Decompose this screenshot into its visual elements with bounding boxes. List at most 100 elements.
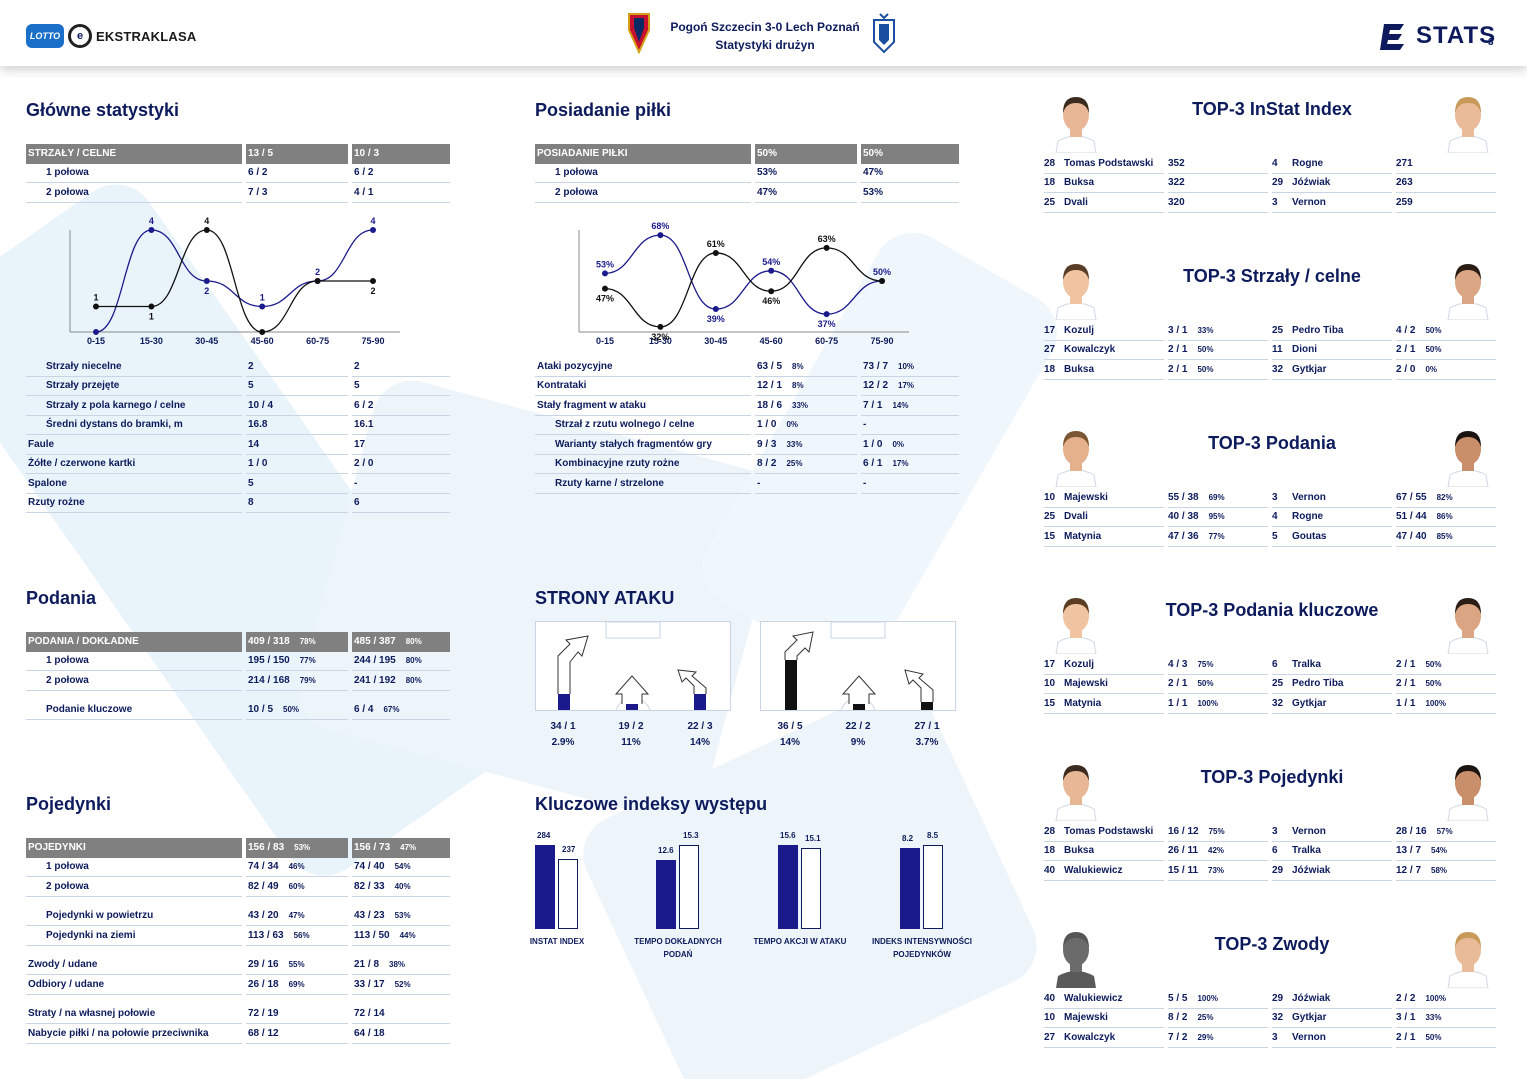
player-number: 32 <box>1272 697 1284 709</box>
player-pct: 69% <box>1208 492 1225 502</box>
player-value: 67 / 55 <box>1396 491 1427 503</box>
player-name: Gytkjar <box>1292 697 1327 709</box>
player-row: 25 Dvali 320 <box>1044 193 1272 213</box>
header-away: 485 / 387 80% <box>352 632 450 652</box>
row-home-value: 195 / 150 <box>248 655 290 667</box>
row-label: Strzał z rzutu wolnego / celne <box>535 416 751 435</box>
player-pct: 100% <box>1197 993 1218 1003</box>
row-home-value: 1 / 0 <box>757 419 777 431</box>
data-label: 63% <box>818 234 836 244</box>
row-home-value: 68 / 12 <box>248 1027 279 1039</box>
player-value-cell: 2 / 1 50% <box>1396 341 1496 360</box>
player-number: 25 <box>1044 196 1056 208</box>
x-tick-label: 60-75 <box>815 336 838 346</box>
player-number: 18 <box>1044 177 1056 189</box>
row-away: 73 / 7 10% <box>861 357 959 377</box>
player-pct: 77% <box>1208 531 1225 541</box>
x-tick-label: 0-15 <box>87 336 105 346</box>
row-label: Żółte / czerwone kartki <box>26 455 242 474</box>
data-label: 68% <box>651 221 669 231</box>
player-number: 3 <box>1272 825 1278 837</box>
index-label-line: TEMPO AKCJI W ATAKU <box>753 937 847 946</box>
row-away-value: 241 / 192 <box>354 674 396 686</box>
player-avatar <box>1052 89 1100 154</box>
table-row: Odbiory / udane 26 / 18 69% 33 / 17 52% <box>26 975 450 995</box>
row-away: 2 / 0 <box>352 455 450 474</box>
player-name: Majewski <box>1064 678 1108 690</box>
player-row: 17 Kozulj 4 / 3 75% <box>1044 655 1272 675</box>
row-label: 1 połowa <box>535 164 751 183</box>
row-home: 12 / 1 8% <box>755 377 857 396</box>
header-away: 10 / 3 <box>352 144 450 164</box>
possession-header-table: POSIADANIE PIŁKI 50% 50% 1 połowa 53% 47… <box>535 144 959 203</box>
row-home: 8 <box>246 494 348 513</box>
top-list-away-table: 29 Jóźwiak 2 / 2 100% 32 Gytkjar 3 / 1 33% 3 Ve… <box>1272 989 1500 1048</box>
row-away: 33 / 17 52% <box>352 975 450 995</box>
player-pct: 50% <box>1197 679 1214 689</box>
player-value-cell: 352 <box>1168 154 1268 174</box>
player-name-cell: 25 Dvali <box>1044 508 1164 527</box>
table-row: 1 połowa 195 / 150 77% 244 / 195 80% <box>26 652 450 671</box>
player-name: Majewski <box>1064 1012 1108 1024</box>
pitch-lines <box>557 621 707 711</box>
table-header-row: STRZAŁY / CELNE 13 / 5 10 / 3 <box>26 144 450 164</box>
match-score: Pogoń Szczecin 3-0 Lech Poznań <box>670 20 860 34</box>
player-name-cell: 11 Dioni <box>1272 341 1392 360</box>
top-lists: TOP-3 InStat Index 28 Tomas Podstawski 35… <box>0 0 1496 1048</box>
player-name-cell: 3 Vernon <box>1272 193 1392 213</box>
data-point <box>712 306 719 313</box>
player-name-cell: 18 Buksa <box>1044 842 1164 861</box>
player-value-cell: 8 / 2 25% <box>1168 1009 1268 1028</box>
row-home-pct: 50% <box>283 705 300 715</box>
player-name-cell: 6 Tralka <box>1272 655 1392 675</box>
row-home: 7 / 3 <box>246 183 348 203</box>
data-point <box>370 227 376 233</box>
data-point <box>203 227 210 233</box>
player-number: 32 <box>1272 1012 1284 1024</box>
player-name: Kozulj <box>1064 324 1094 336</box>
index-home-value: 15.6 <box>780 831 796 840</box>
player-name-cell: 25 Dvali <box>1044 193 1164 213</box>
player-value: 2 / 1 <box>1168 363 1188 375</box>
top-list-away-table: 3 Vernon 28 / 16 57% 6 Tralka 13 / 7 54% 29 Jóź… <box>1272 822 1500 881</box>
player-row: 29 Jóźwiak 2 / 2 100% <box>1272 989 1500 1009</box>
attack-pct: 2.9% <box>551 737 575 748</box>
player-name: Vernon <box>1292 491 1326 503</box>
player-pct: 50% <box>1425 345 1442 355</box>
player-value-cell: 55 / 38 69% <box>1168 488 1268 508</box>
player-pct: 29% <box>1197 1032 1214 1042</box>
player-value: 271 <box>1396 157 1413 169</box>
index-bar-home <box>900 847 920 929</box>
player-value: 28 / 16 <box>1396 825 1427 837</box>
attack-right-home-label: 22 / 3 14% <box>675 719 725 751</box>
attack-bar-center <box>626 704 638 710</box>
page-header: LOTTO e EKSTRAKLASA Pogoń Szczecin 3-0 L… <box>0 0 1527 66</box>
player-name: Vernon <box>1292 1031 1326 1043</box>
row-label: Straty / na własnej połowie <box>26 1005 242 1024</box>
match-title: Pogoń Szczecin 3-0 Lech Poznań Statystyk… <box>640 18 890 54</box>
row-home: 1 / 0 0% <box>755 416 857 435</box>
row-away: 21 / 8 38% <box>352 956 450 975</box>
player-pct: 100% <box>1197 698 1218 708</box>
player-value-cell: 3 / 1 33% <box>1168 321 1268 341</box>
row-label: Kontrataki <box>535 377 751 396</box>
player-value-cell: 3 / 1 33% <box>1396 1009 1496 1028</box>
row-away: 47% <box>861 164 959 183</box>
row-away-pct: 54% <box>394 862 411 872</box>
data-point <box>602 285 608 292</box>
player-value-cell: 259 <box>1396 193 1496 213</box>
row-home: 2 <box>246 357 348 377</box>
row-away-value: 1 / 0 <box>863 438 883 450</box>
data-point <box>314 278 321 284</box>
row-home: 10 / 4 <box>246 396 348 416</box>
player-row: 25 Pedro Tiba 4 / 2 50% <box>1272 321 1500 341</box>
row-home: 18 / 6 33% <box>755 396 857 416</box>
row-home-value: - <box>757 477 761 489</box>
player-name-cell: 18 Buksa <box>1044 360 1164 380</box>
player-pct: 0% <box>1425 364 1438 374</box>
player-name-cell: 25 Pedro Tiba <box>1272 675 1392 694</box>
index-away-value: 237 <box>562 844 576 854</box>
row-home-pct: 8% <box>792 361 804 371</box>
data-label: 32% <box>651 332 669 342</box>
lotto-logo: LOTTO <box>26 24 64 48</box>
